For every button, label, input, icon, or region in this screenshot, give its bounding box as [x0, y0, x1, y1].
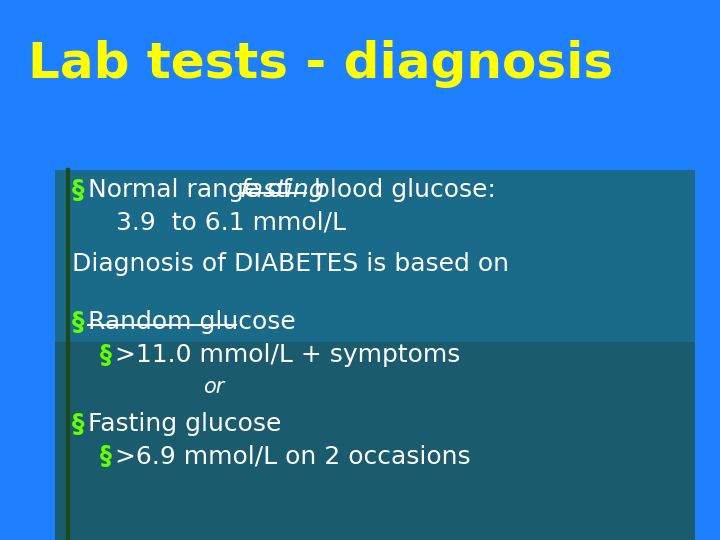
Text: §: §: [100, 343, 112, 367]
FancyBboxPatch shape: [55, 170, 695, 345]
Text: >11.0 mmol/L + symptoms: >11.0 mmol/L + symptoms: [115, 343, 460, 367]
Text: Normal range of: Normal range of: [88, 178, 300, 202]
Text: §: §: [100, 444, 112, 468]
Text: >6.9 mmol/L on 2 occasions: >6.9 mmol/L on 2 occasions: [115, 444, 471, 468]
Text: Fasting glucose: Fasting glucose: [88, 412, 282, 436]
Text: §: §: [72, 310, 84, 334]
Text: blood glucose:: blood glucose:: [306, 178, 496, 202]
Text: fasting: fasting: [239, 178, 325, 202]
Text: Random glucose: Random glucose: [88, 310, 296, 334]
Text: §: §: [72, 412, 84, 436]
FancyBboxPatch shape: [55, 342, 695, 540]
Text: §: §: [72, 178, 84, 202]
Text: Lab tests - diagnosis: Lab tests - diagnosis: [28, 40, 613, 88]
Text: Diagnosis of DIABETES is based on: Diagnosis of DIABETES is based on: [72, 252, 509, 276]
Text: 3.9  to 6.1 mmol/L: 3.9 to 6.1 mmol/L: [116, 210, 346, 234]
Text: or: or: [203, 377, 225, 397]
